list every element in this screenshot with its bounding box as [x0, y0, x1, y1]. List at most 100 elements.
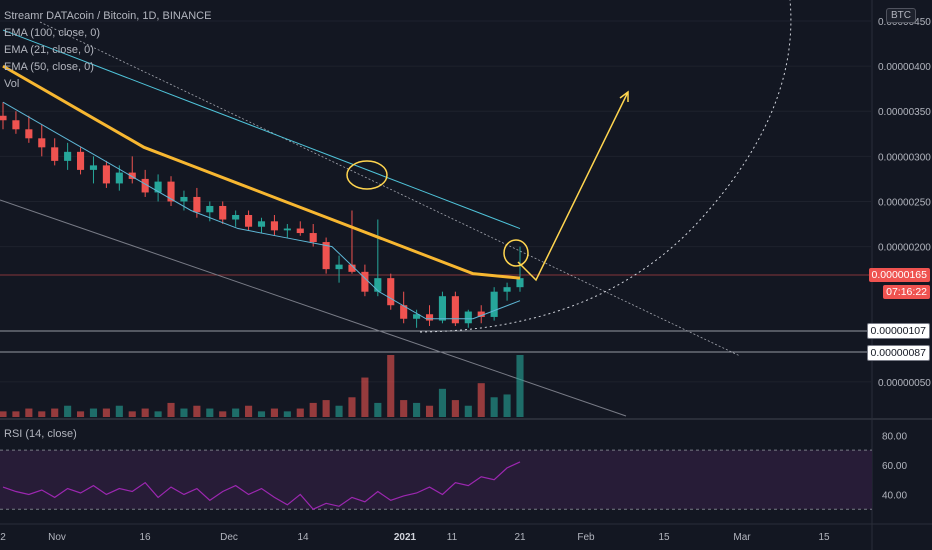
volume-bar — [167, 402, 175, 417]
volume-bar — [180, 408, 188, 417]
y-tick-label: 0.00000350 — [878, 107, 931, 118]
volume-bar — [503, 394, 511, 417]
candle-body — [322, 242, 330, 270]
current-price-label: 0.00000165 — [868, 268, 930, 282]
x-tick-label: Nov — [48, 532, 66, 543]
candle-body — [335, 264, 343, 270]
candle-body — [451, 296, 459, 324]
candle-body — [51, 147, 59, 161]
candle-body — [89, 165, 98, 170]
candle-body — [102, 165, 110, 184]
y-tick-label: 0.00000050 — [878, 378, 931, 389]
annotation-arrow — [517, 91, 629, 282]
volume-bar — [154, 411, 162, 417]
volume-bar — [89, 408, 98, 417]
y-tick-label: 0.00000250 — [878, 197, 931, 208]
candle-body — [0, 115, 7, 121]
candle-body — [477, 311, 485, 317]
rsi-line — [2, 461, 521, 510]
candle-body — [141, 178, 149, 193]
x-tick-label: 21 — [514, 532, 526, 543]
indicator-ema100[interactable]: EMA (100, close, 0) — [4, 27, 100, 39]
volume-bar — [270, 408, 278, 417]
y-tick-label: 0.00000300 — [878, 152, 931, 163]
volume-bar — [102, 408, 110, 417]
indicator-volume[interactable]: Vol — [4, 78, 20, 90]
candle-body — [413, 314, 421, 319]
volume-bar — [335, 405, 343, 417]
candle-body — [12, 120, 20, 130]
volume-bar — [438, 388, 447, 417]
candle-body — [76, 151, 85, 170]
candle-body — [348, 264, 356, 272]
volume-bar — [64, 405, 72, 417]
volume-bar — [374, 402, 382, 417]
candle-body — [180, 196, 188, 202]
volume-bar — [51, 408, 59, 417]
volume-bar — [193, 405, 201, 417]
candle-body — [232, 215, 240, 220]
volume-bar — [425, 405, 434, 417]
volume-bar — [309, 402, 317, 417]
y-tick-label: 0.00000200 — [878, 243, 931, 254]
candle-body — [128, 172, 136, 179]
arc-projection — [419, 0, 792, 333]
rsi-tick-label: 80.00 — [882, 431, 907, 442]
candle-body — [400, 305, 408, 319]
candle-body — [115, 172, 123, 184]
rsi-tick-label: 40.00 — [882, 490, 907, 501]
volume-bar — [283, 411, 291, 417]
indicator-ema50[interactable]: EMA (50, close, 0) — [4, 61, 94, 73]
candle-body — [361, 271, 369, 292]
candle-body — [516, 278, 524, 288]
candle-body — [309, 233, 317, 243]
candle-body — [64, 151, 72, 161]
chart-legend: Streamr DATAcoin / Bitcoin, 1D, BINANCE … — [4, 8, 211, 93]
candle-body — [464, 311, 472, 324]
candle-body — [25, 129, 33, 139]
candle-body — [503, 287, 511, 292]
annotation-circle — [346, 160, 388, 190]
volume-bar — [296, 408, 304, 417]
rsi-tick-label: 60.00 — [882, 461, 907, 472]
arrow-head — [619, 90, 629, 102]
x-tick-label: 2 — [0, 532, 6, 543]
rsi-title[interactable]: RSI (14, close) — [4, 428, 77, 440]
volume-bar — [232, 408, 240, 417]
bar-timer-label: 07:16:22 — [883, 285, 930, 299]
volume-bar — [0, 411, 7, 417]
candle-body — [387, 278, 395, 306]
level-label-2: 0.00000087 — [866, 345, 930, 361]
candle-body — [38, 138, 46, 148]
volume-bar — [206, 408, 214, 417]
candle-body — [296, 228, 304, 234]
volume-bar — [516, 355, 524, 417]
volume-bar — [413, 402, 421, 417]
currency-badge[interactable]: BTC — [886, 8, 916, 23]
symbol-title[interactable]: Streamr DATAcoin / Bitcoin, 1D, BINANCE — [4, 10, 212, 22]
candle-body — [257, 221, 266, 227]
indicator-ema21[interactable]: EMA (21, close, 0) — [4, 44, 94, 56]
candle-body — [490, 291, 498, 317]
volume-bar — [387, 355, 395, 417]
x-tick-label: 15 — [658, 532, 670, 543]
x-tick-label: Feb — [577, 532, 595, 543]
volume-bar — [38, 411, 46, 417]
volume-bar — [490, 397, 498, 417]
candle-body — [193, 196, 201, 213]
candle-body — [219, 205, 227, 220]
candle-body — [245, 215, 253, 227]
ema-line-1 — [2, 64, 521, 280]
volume-bar — [257, 411, 266, 417]
candle-body — [206, 205, 214, 213]
volume-bar — [128, 411, 136, 417]
x-tick-label: 16 — [139, 532, 151, 543]
annotation-circle — [503, 239, 529, 267]
volume-bar — [322, 400, 330, 417]
volume-bar — [361, 377, 369, 417]
volume-bar — [25, 408, 33, 417]
x-tick-label: 11 — [447, 532, 458, 543]
volume-bar — [245, 405, 253, 417]
x-tick-label: Mar — [733, 532, 751, 543]
